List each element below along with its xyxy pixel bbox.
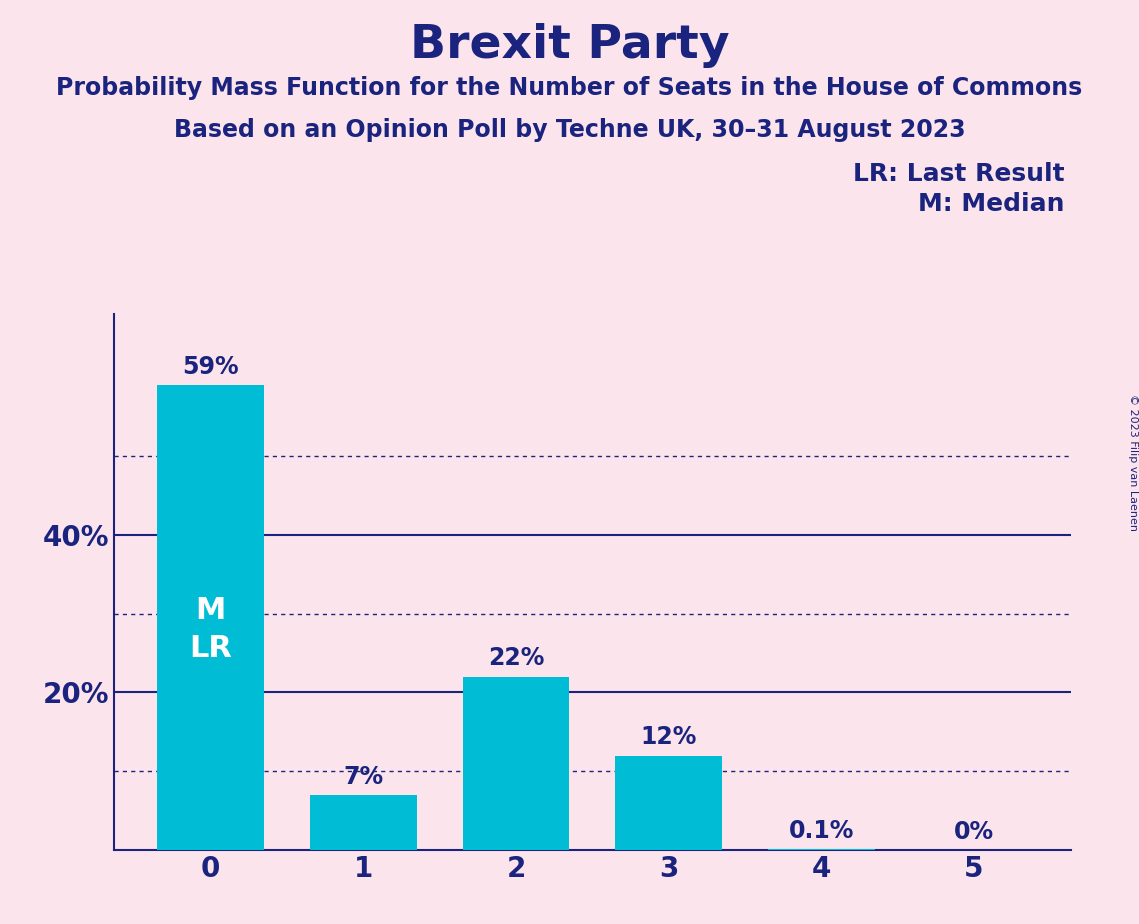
Bar — [157, 385, 264, 850]
Text: Probability Mass Function for the Number of Seats in the House of Commons: Probability Mass Function for the Number… — [56, 76, 1083, 100]
Text: Based on an Opinion Poll by Techne UK, 30–31 August 2023: Based on an Opinion Poll by Techne UK, 3… — [173, 118, 966, 142]
Text: 0.1%: 0.1% — [788, 819, 854, 843]
Text: M
LR: M LR — [189, 596, 232, 663]
Text: M: Median: M: Median — [918, 192, 1065, 216]
Bar — [310, 795, 417, 850]
Bar — [615, 756, 722, 850]
Text: 12%: 12% — [640, 725, 697, 749]
Text: 0%: 0% — [953, 820, 994, 844]
Text: 22%: 22% — [487, 647, 544, 671]
Text: Brexit Party: Brexit Party — [410, 23, 729, 68]
Text: LR: Last Result: LR: Last Result — [853, 162, 1065, 186]
Text: © 2023 Filip van Laenen: © 2023 Filip van Laenen — [1129, 394, 1138, 530]
Text: 59%: 59% — [182, 355, 239, 379]
Bar — [462, 676, 570, 850]
Text: 7%: 7% — [343, 764, 384, 788]
